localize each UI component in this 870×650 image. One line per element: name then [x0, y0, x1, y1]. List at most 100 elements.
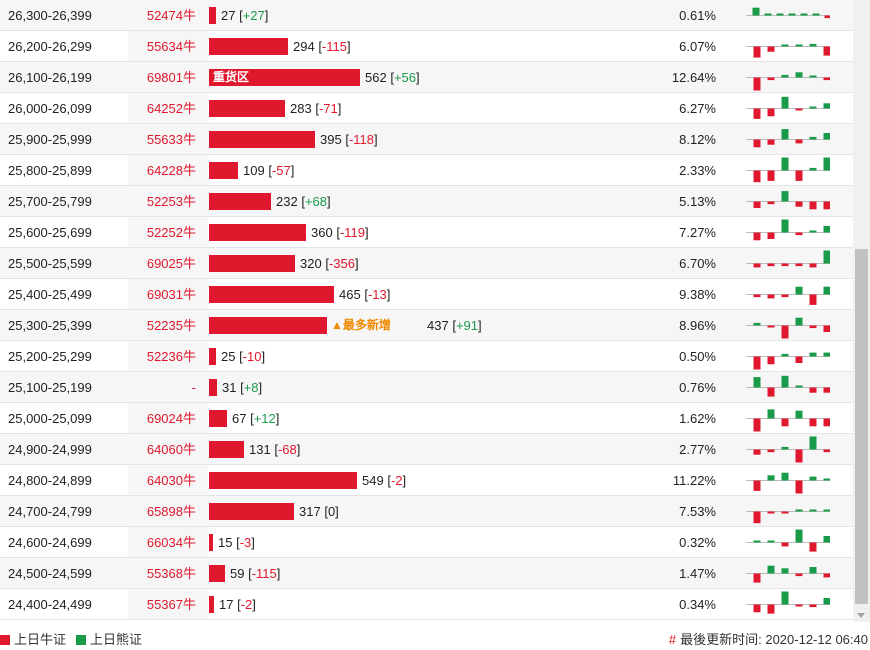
sparkline-bar — [823, 250, 830, 264]
sparkline-bar — [809, 418, 817, 427]
price-range: 26,200-26,299 — [8, 39, 92, 54]
warrant-code-link[interactable]: 69801牛 — [146, 70, 196, 85]
warrant-code-link[interactable]: 69025牛 — [146, 256, 196, 271]
table-row[interactable]: 24,900-24,999 64060牛 131 [-68] 2.77% — [0, 434, 853, 465]
warrant-code-link[interactable]: 64252牛 — [146, 101, 196, 116]
table-row[interactable]: 25,300-25,399 52235牛 ▲最多新增 437 [+91] 8.96% — [0, 310, 853, 341]
table-row[interactable]: 25,400-25,499 69031牛 465 [-13] 9.38% — [0, 279, 853, 310]
table-row[interactable]: 24,400-24,499 55367牛 17 [-2] 0.34% — [0, 589, 853, 620]
sparkline-bar — [809, 476, 817, 481]
count-value: 465 [-13] — [339, 287, 391, 302]
trend-sparkline — [746, 7, 830, 19]
scroll-down-arrow-icon[interactable] — [857, 613, 865, 618]
count-number: 25 — [221, 349, 236, 364]
count-value: 320 [-356] — [300, 256, 359, 271]
table-row[interactable]: 24,500-24,599 55368牛 59 [-115] 1.47% — [0, 558, 853, 589]
table-row[interactable]: 26,000-26,099 64252牛 283 [-71] 6.27% — [0, 93, 853, 124]
price-range: 26,000-26,099 — [8, 101, 92, 116]
warrant-code-link[interactable]: - — [191, 380, 196, 395]
warrant-code-link[interactable]: 55634牛 — [146, 39, 196, 54]
code-cell — [128, 93, 208, 123]
last-updated-label: 最後更新时间: — [680, 632, 762, 647]
code-cell — [128, 403, 208, 433]
sparkline-bar — [809, 567, 817, 574]
trend-sparkline — [746, 509, 830, 524]
table-row[interactable]: 25,800-25,899 64228牛 109 [-57] 2.33% — [0, 155, 853, 186]
volume-bar — [209, 379, 217, 396]
sparkline-bar — [795, 108, 803, 111]
sparkline-bar — [781, 472, 789, 481]
code-cell — [128, 0, 208, 30]
sparkline-bar — [781, 157, 789, 171]
warrant-code-link[interactable]: 55367牛 — [146, 597, 196, 612]
percentage-value: 12.64% — [671, 70, 716, 85]
last-updated-time: 2020-12-12 06:40 — [765, 632, 868, 647]
sparkline-bar — [795, 44, 803, 47]
warrant-code-link[interactable]: 69024牛 — [146, 411, 196, 426]
percentage-value: 7.53% — [679, 504, 716, 519]
volume-bar — [209, 441, 244, 458]
count-value: 395 [-118] — [320, 132, 378, 147]
sparkline-bar — [767, 294, 775, 299]
warrant-code-link[interactable]: 64228牛 — [146, 163, 196, 178]
sparkline-bar — [767, 409, 775, 419]
sparkline-bar — [767, 511, 775, 514]
scrollbar-thumb[interactable] — [855, 249, 868, 604]
warrant-code-link[interactable]: 52252牛 — [146, 225, 196, 240]
volume-bar — [209, 100, 285, 117]
table-row[interactable]: 24,600-24,699 66034牛 15 [-3] 0.32% — [0, 527, 853, 558]
percentage-value: 5.13% — [679, 194, 716, 209]
warrant-code-link[interactable]: 65898牛 — [146, 504, 196, 519]
footer: 上日牛证 上日熊证 # 最後更新时间: 2020-12-12 06:40 — [0, 622, 870, 650]
price-range: 24,700-24,799 — [8, 504, 92, 519]
warrant-code-link[interactable]: 64030牛 — [146, 473, 196, 488]
table-row[interactable]: 24,800-24,899 64030牛 549 [-2] 11.22% — [0, 465, 853, 496]
hash-icon: # — [668, 632, 677, 647]
warrant-code-link[interactable]: 55368牛 — [146, 566, 196, 581]
warrant-code-link[interactable]: 52253牛 — [146, 194, 196, 209]
sparkline-bar — [823, 286, 830, 295]
warrant-code-link[interactable]: 52474牛 — [146, 8, 196, 23]
count-value: 549 [-2] — [362, 473, 407, 488]
table-row[interactable]: 25,100-25,199 - 31 [+8] 0.76% — [0, 372, 853, 403]
code-cell — [128, 124, 208, 154]
trend-sparkline — [746, 375, 830, 397]
sparkline-bar — [781, 511, 789, 514]
sparkline-bar — [753, 201, 761, 208]
table-row[interactable]: 25,500-25,599 69025牛 320 [-356] 6.70% — [0, 248, 853, 279]
warrant-code-link[interactable]: 55633牛 — [146, 132, 196, 147]
vertical-scrollbar[interactable] — [853, 0, 870, 622]
sparkline-bar — [781, 129, 789, 140]
volume-bar — [209, 69, 360, 86]
sparkline-bar — [776, 13, 784, 16]
table-row[interactable]: 24,700-24,799 65898牛 317 [0] 7.53% — [0, 496, 853, 527]
sparkline-bar — [809, 167, 817, 171]
count-value: 283 [-71] — [290, 101, 342, 116]
sparkline-bar — [823, 103, 830, 109]
sparkline-bar — [753, 377, 761, 388]
table-row[interactable]: 25,700-25,799 52253牛 232 [+68] 5.13% — [0, 186, 853, 217]
sparkline-bar — [781, 542, 789, 547]
warrant-code-link[interactable]: 52235牛 — [146, 318, 196, 333]
count-number: 17 — [219, 597, 234, 612]
volume-bar — [209, 193, 271, 210]
table-row[interactable]: 25,000-25,099 69024牛 67 [+12] 1.62% — [0, 403, 853, 434]
sparkline-bar — [781, 219, 789, 233]
count-value: 317 [0] — [299, 504, 339, 519]
warrant-code-link[interactable]: 66034牛 — [146, 535, 196, 550]
table-row[interactable]: 26,300-26,399 52474牛 27 [+27] 0.61% — [0, 0, 853, 31]
table-row[interactable]: 25,900-25,999 55633牛 395 [-118] 8.12% — [0, 124, 853, 155]
count-number: 31 — [222, 380, 237, 395]
table-row[interactable]: 25,200-25,299 52236牛 25 [-10] 0.50% — [0, 341, 853, 372]
warrant-code-link[interactable]: 64060牛 — [146, 442, 196, 457]
percentage-value: 0.50% — [679, 349, 716, 364]
count-value: 109 [-57] — [243, 163, 295, 178]
count-change: -13 — [367, 287, 387, 302]
warrant-code-link[interactable]: 69031牛 — [146, 287, 196, 302]
sparkline-bar — [809, 542, 817, 552]
warrant-code-link[interactable]: 52236牛 — [146, 349, 196, 364]
table-row[interactable]: 26,200-26,299 55634牛 294 [-115] 6.07% — [0, 31, 853, 62]
table-row[interactable]: 26,100-26,199 69801牛 重货区 562 [+56] 12.64% — [0, 62, 853, 93]
table-row[interactable]: 25,600-25,699 52252牛 360 [-119] 7.27% — [0, 217, 853, 248]
price-range: 25,700-25,799 — [8, 194, 92, 209]
